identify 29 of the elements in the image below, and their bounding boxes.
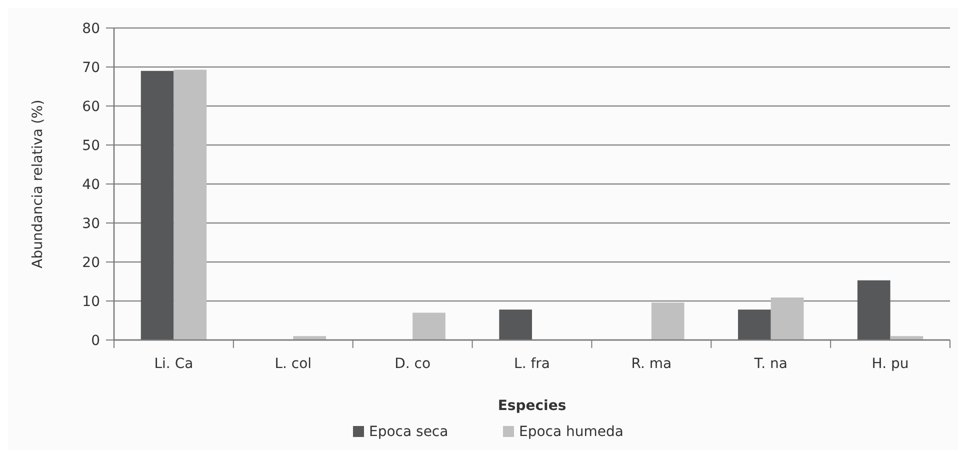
y-tick-label: 20 bbox=[82, 254, 100, 271]
x-tick-label: T. na bbox=[753, 356, 788, 372]
bar bbox=[857, 280, 890, 340]
x-tick-label: R. ma bbox=[631, 356, 672, 372]
legend-label: Epoca humeda bbox=[519, 424, 624, 440]
bar bbox=[293, 336, 326, 340]
x-tick-label: D. co bbox=[394, 356, 431, 372]
y-tick-label: 10 bbox=[82, 294, 100, 310]
bar bbox=[651, 302, 684, 340]
x-tick-label: H. pu bbox=[872, 356, 909, 372]
x-tick-label: Li. Ca bbox=[154, 356, 194, 372]
bar bbox=[140, 70, 174, 340]
legend-label: Epoca seca bbox=[369, 424, 448, 440]
bar bbox=[770, 297, 804, 340]
bar bbox=[738, 310, 771, 340]
y-tick-label: 60 bbox=[82, 98, 100, 115]
y-tick-label: 70 bbox=[82, 60, 100, 76]
x-axis-title: Especies bbox=[498, 398, 566, 414]
y-axis-title: Abundancia relativa (%) bbox=[30, 100, 46, 268]
y-tick-label: 0 bbox=[91, 332, 100, 349]
x-tick-label: L. fra bbox=[514, 356, 550, 372]
x-tick-label: L. col bbox=[274, 356, 312, 372]
bar bbox=[499, 310, 532, 340]
y-tick-label: 40 bbox=[82, 176, 100, 193]
y-tick-label: 80 bbox=[82, 20, 100, 37]
y-tick-label: 30 bbox=[82, 216, 100, 232]
y-tick-label: 50 bbox=[82, 138, 100, 154]
bar bbox=[412, 312, 446, 340]
bar bbox=[174, 70, 207, 340]
